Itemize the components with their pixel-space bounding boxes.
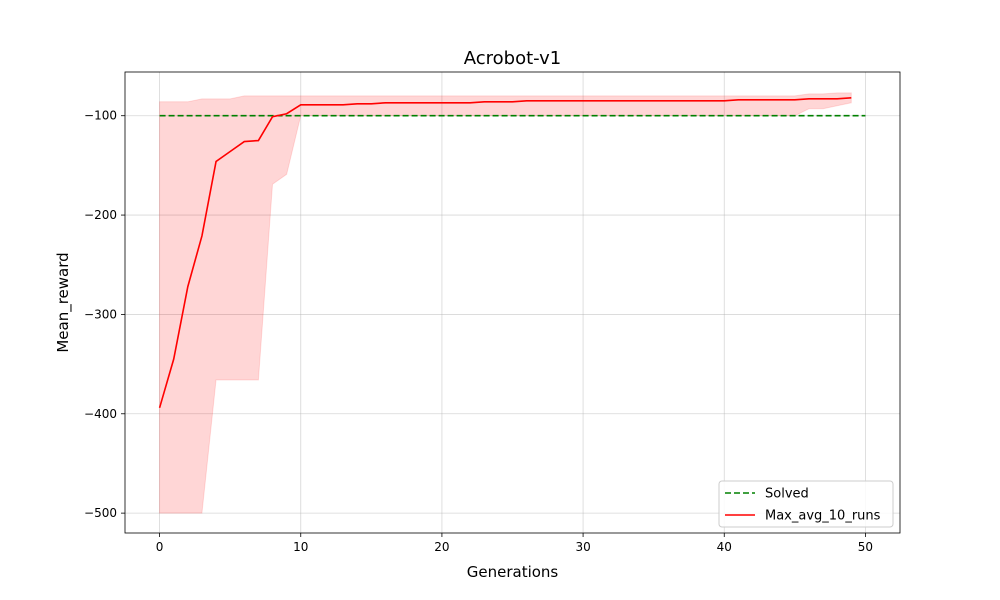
x-tick-label: 10 xyxy=(293,540,308,554)
series-layer xyxy=(158,97,866,409)
ticks: 0 10 20 30 40 50 −500 −400 −300 −200 −100 xyxy=(84,109,873,554)
y-tick-label: −100 xyxy=(84,109,117,123)
x-tick-label: 0 xyxy=(156,540,164,554)
y-tick-label: −500 xyxy=(84,506,117,520)
legend: Solved Max_avg_10_runs xyxy=(718,480,894,528)
series-line-max-avg-10-runs xyxy=(158,97,852,409)
chart-title: Acrobot-v1 xyxy=(464,48,562,69)
legend-label-max-avg-10-runs: Max_avg_10_runs xyxy=(765,509,881,524)
x-tick-label: 30 xyxy=(575,540,590,554)
y-tick-label: −400 xyxy=(84,407,117,421)
x-tick-label: 40 xyxy=(717,540,732,554)
x-axis-label: Generations xyxy=(467,563,559,581)
legend-box xyxy=(718,480,894,528)
plot-frame xyxy=(124,71,901,534)
y-tick-label: −200 xyxy=(84,208,117,222)
legend-label-solved: Solved xyxy=(765,487,809,502)
y-axis-label: Mean_reward xyxy=(54,252,73,352)
x-tick-label: 20 xyxy=(434,540,449,554)
x-tick-label: 50 xyxy=(858,540,873,554)
y-tick-label: −300 xyxy=(84,307,117,321)
